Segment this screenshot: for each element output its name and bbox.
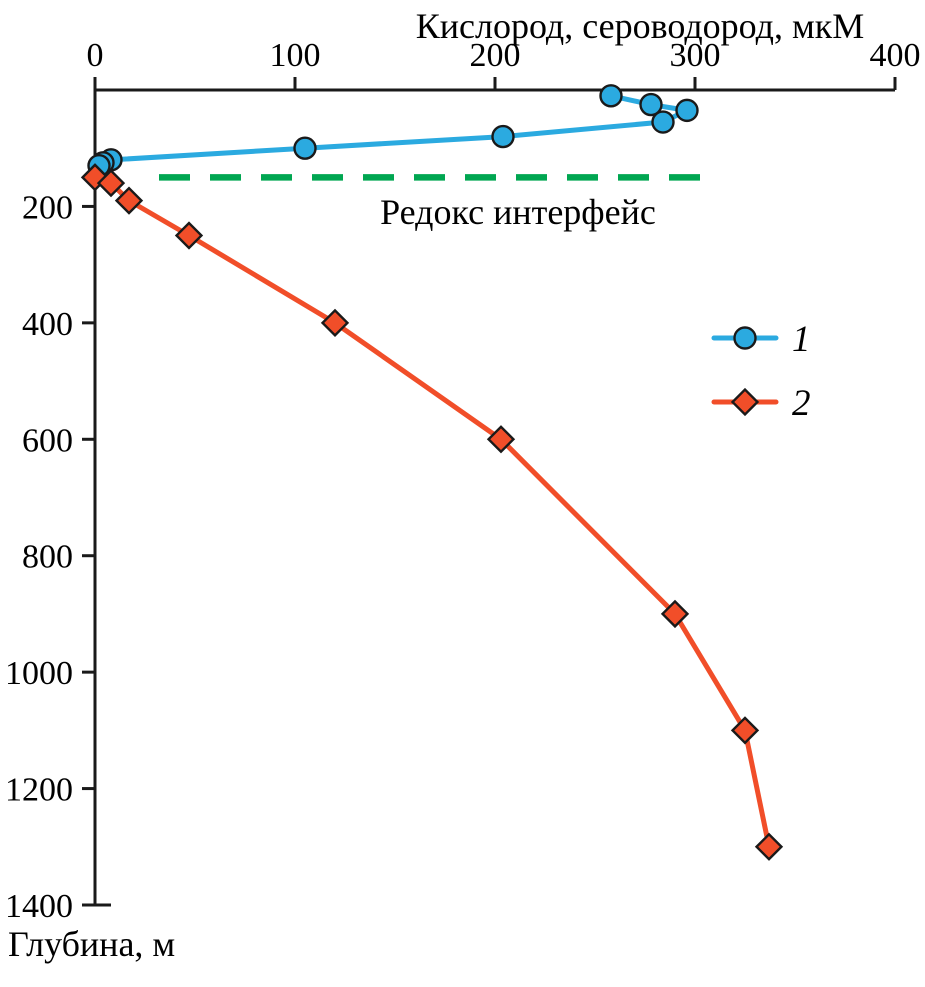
x-axis-title: Кислород, сероводород, мкМ	[416, 6, 865, 46]
y-tick-label: 800	[22, 539, 73, 576]
y-tick-label: 400	[22, 306, 73, 343]
series-2-marker	[730, 716, 760, 745]
y-tick-label: 1000	[5, 655, 73, 692]
y-tick-label: 1200	[5, 772, 73, 809]
series-1-marker	[675, 98, 699, 123]
legend-label-1: 1	[792, 319, 811, 360]
series-2-marker	[174, 221, 204, 250]
y-tick-label: 600	[22, 422, 73, 459]
x-tick-label: 100	[270, 37, 321, 74]
series-2-line	[92, 174, 772, 850]
series-1-marker	[639, 92, 663, 117]
series-2-marker	[754, 832, 784, 861]
axes: 0 100 200 300 400 200 400 600 800 1000 1200 1400	[5, 37, 921, 925]
y-tick-label: 200	[22, 189, 73, 226]
legend-marker-2	[730, 387, 760, 417]
series-2-marker	[660, 599, 690, 629]
series-1-marker	[293, 136, 317, 160]
series-1-marker	[651, 110, 675, 134]
series-2-marker	[114, 186, 144, 215]
series-1-marker	[599, 84, 623, 108]
legend-marker-1	[733, 326, 757, 350]
redox-interface-label: Редокс интерфейс	[380, 192, 656, 232]
series-1-line	[96, 93, 690, 169]
legend-label-2: 2	[792, 383, 811, 424]
x-tick-label: 200	[470, 37, 521, 74]
x-tick-label: 400	[870, 37, 921, 74]
series-2-marker	[486, 425, 516, 454]
y-axis-title: Глубина, м	[8, 924, 175, 964]
x-tick-label: 0	[87, 37, 104, 74]
y-tick-label: 1400	[5, 888, 73, 925]
data-series	[80, 84, 784, 861]
x-tick-label: 300	[670, 37, 721, 74]
legend: 12	[711, 319, 811, 424]
series-2-marker	[96, 169, 126, 198]
series-1-marker	[491, 124, 515, 149]
series-2-marker	[320, 308, 350, 337]
